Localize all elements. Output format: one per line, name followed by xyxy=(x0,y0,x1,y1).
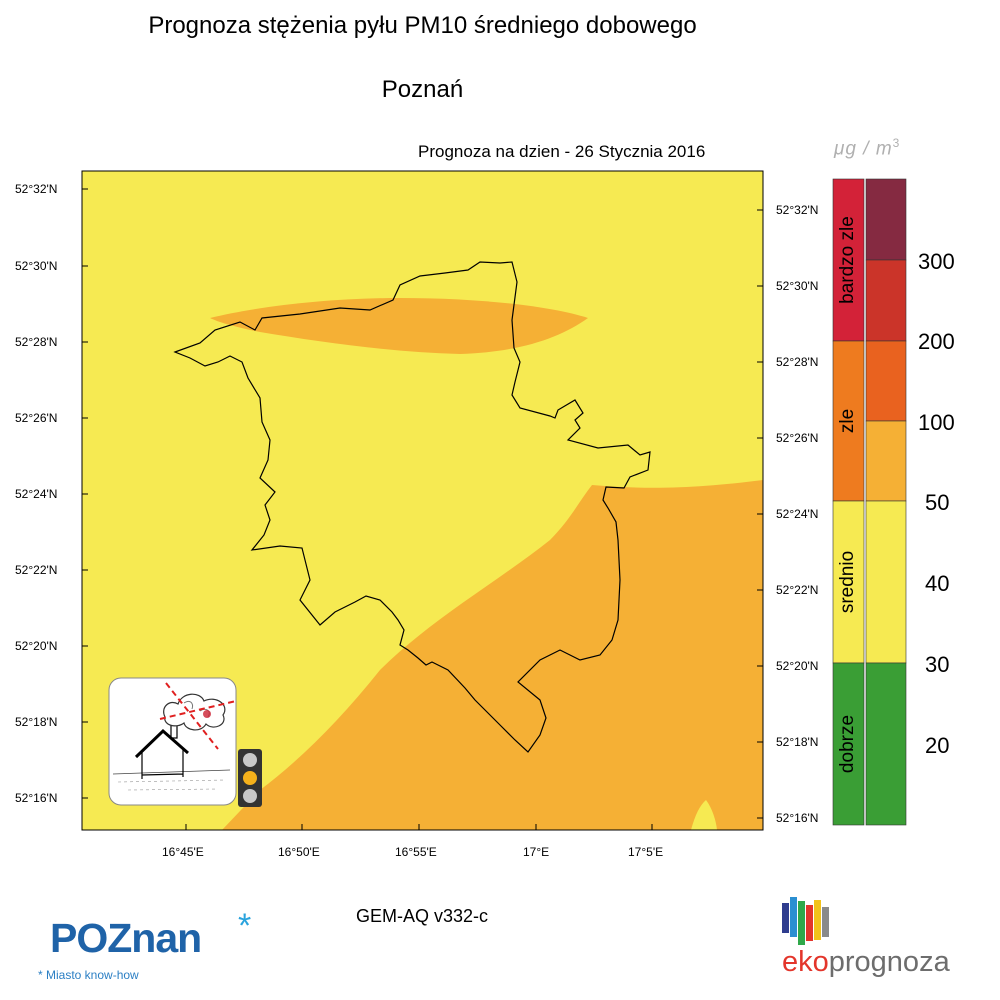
lat-label-right: 52°24'N xyxy=(776,507,819,521)
category-label-dobrze: dobrze xyxy=(837,714,858,774)
level-label: 300 xyxy=(918,249,955,274)
light-red-off xyxy=(243,753,257,767)
level-label: 20 xyxy=(925,733,950,758)
band-above-300 xyxy=(865,178,907,261)
lon-label: 17°E xyxy=(523,845,550,859)
lat-label-left: 52°18'N xyxy=(15,715,58,729)
poznan-star-icon: * xyxy=(238,907,252,945)
lat-label-left: 52°28'N xyxy=(15,335,58,349)
lat-label-right: 52°26'N xyxy=(776,431,819,445)
pollution-zone-north xyxy=(210,298,588,354)
lat-label-right: 52°18'N xyxy=(776,735,819,749)
lat-label-left: 52°26'N xyxy=(15,411,58,425)
unit-exponent: 3 xyxy=(892,136,901,150)
city-boundary xyxy=(173,261,651,753)
light-amber-on xyxy=(243,771,257,785)
lat-label-left: 52°22'N xyxy=(15,563,58,577)
band-100-200 xyxy=(865,340,907,422)
lat-label-right: 52°30'N xyxy=(776,279,819,293)
city-name: Poznań xyxy=(381,76,464,103)
ekoprognoza-bars-icon[interactable] xyxy=(782,897,834,945)
lat-label-left: 52°20'N xyxy=(15,639,58,653)
lon-label: 16°45'E xyxy=(162,845,204,859)
house-smog-icon xyxy=(108,677,237,806)
category-srednio xyxy=(832,500,865,664)
category-label-zle: zle xyxy=(837,408,858,434)
forecast-date: Prognoza na dzien - 26 Stycznia 2016 xyxy=(418,142,706,161)
eko-logo-rest: prognoza xyxy=(828,946,950,978)
lon-ticks xyxy=(185,824,653,830)
band-200-300 xyxy=(865,259,907,342)
unit-label: μg / m3 xyxy=(834,136,900,160)
lon-label: 16°50'E xyxy=(278,845,320,859)
pollution-zone-southeast xyxy=(222,480,763,830)
lon-label: 17°5'E xyxy=(628,845,664,859)
traffic-light-icon xyxy=(238,749,262,807)
light-green-off xyxy=(243,789,257,803)
lat-label-left: 52°24'N xyxy=(15,487,58,501)
pollution-zone-spot xyxy=(691,800,717,830)
category-dobrze xyxy=(832,662,865,826)
ekoprognoza-logo[interactable]: ekoprognoza xyxy=(782,946,950,979)
level-label: 100 xyxy=(918,410,955,435)
poznan-tagline: * Miasto know-how xyxy=(38,968,139,982)
lat-label-left: 52°32'N xyxy=(15,182,58,196)
level-label: 30 xyxy=(925,652,950,677)
page-title: Prognoza stężenia pyłu PM10 średniego do… xyxy=(148,12,697,39)
unit-main: μg / m xyxy=(834,138,893,160)
level-label: 50 xyxy=(925,490,950,515)
lat-label-left: 52°16'N xyxy=(15,791,58,805)
band-50-100 xyxy=(865,420,907,502)
band-below-30 xyxy=(865,662,907,826)
category-label-srednio: srednio xyxy=(837,550,858,614)
lat-label-left: 52°30'N xyxy=(15,259,58,273)
poznan-logo-text: POZnan xyxy=(50,915,202,961)
level-label: 200 xyxy=(918,329,955,354)
map-frame xyxy=(81,170,764,831)
lat-label-right: 52°28'N xyxy=(776,355,819,369)
lat-label-right: 52°22'N xyxy=(776,583,819,597)
lat-label-right: 52°20'N xyxy=(776,659,819,673)
lat-label-right: 52°32'N xyxy=(776,203,819,217)
lat-ticks-left xyxy=(82,188,88,799)
eko-logo-accent: eko xyxy=(782,946,829,978)
poznan-logo[interactable]: POZnan * xyxy=(50,907,251,962)
lat-label-right: 52°16'N xyxy=(776,811,819,825)
lon-label: 16°55'E xyxy=(395,845,437,859)
lat-ticks-right xyxy=(757,209,763,819)
category-bardzo-zle xyxy=(832,178,865,342)
category-label-bardzo-zle: bardzo zle xyxy=(837,216,858,304)
level-label: 40 xyxy=(925,571,950,596)
model-version: GEM-AQ v332-c xyxy=(356,906,489,926)
band-30-50 xyxy=(865,500,907,664)
